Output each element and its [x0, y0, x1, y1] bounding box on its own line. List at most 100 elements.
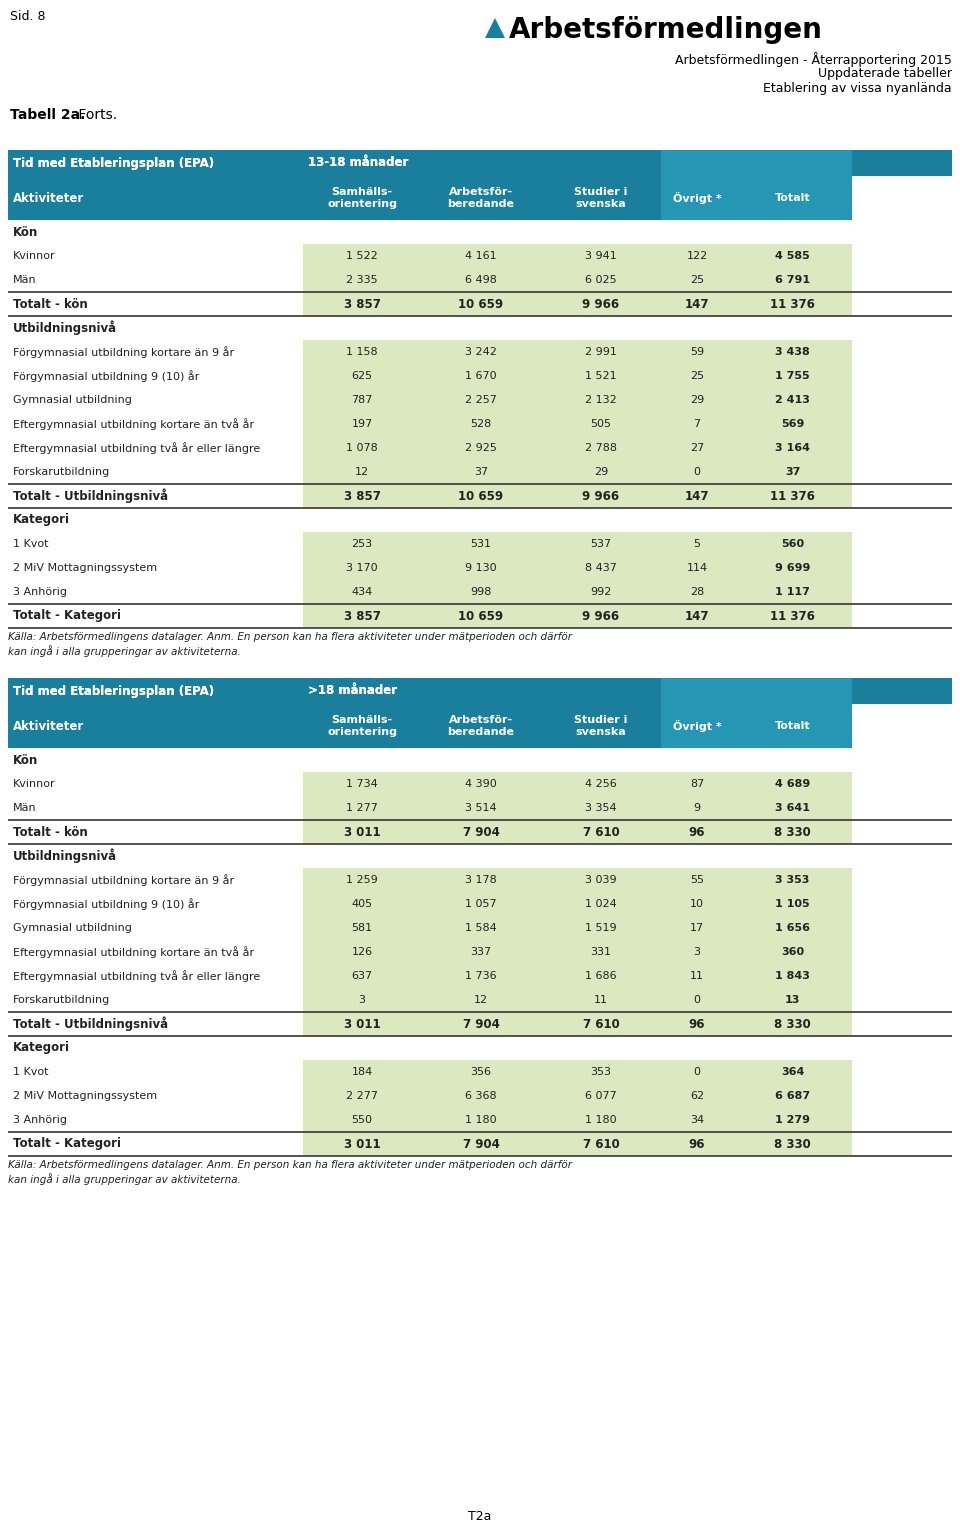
Bar	[421, 965, 541, 988]
Text: Förgymnasial utbildning kortare än 9 år: Förgymnasial utbildning kortare än 9 år	[13, 346, 234, 358]
Text: 1 277: 1 277	[346, 803, 378, 813]
Bar	[421, 915, 541, 940]
Bar	[421, 892, 541, 915]
Text: 55: 55	[690, 876, 704, 885]
Text: 11 376: 11 376	[770, 298, 815, 310]
Bar	[733, 868, 852, 892]
Bar	[661, 292, 733, 316]
Bar	[303, 1107, 421, 1132]
Text: 4 161: 4 161	[466, 250, 497, 261]
Bar	[303, 868, 421, 892]
Bar	[303, 244, 421, 267]
Text: 2 335: 2 335	[347, 275, 378, 286]
Bar	[8, 703, 303, 748]
Text: 126: 126	[351, 948, 372, 957]
Bar	[733, 1132, 852, 1157]
Bar	[8, 459, 303, 484]
Bar	[421, 1012, 541, 1035]
Text: Förgymnasial utbildning 9 (10) år: Förgymnasial utbildning 9 (10) år	[13, 370, 200, 382]
Bar	[661, 1107, 733, 1132]
Bar	[421, 267, 541, 292]
Bar	[733, 940, 852, 965]
Text: 147: 147	[684, 490, 709, 502]
Text: Eftergymnasial utbildning två år eller längre: Eftergymnasial utbildning två år eller l…	[13, 442, 260, 455]
Text: Arbetsför-
beredande: Arbetsför- beredande	[447, 187, 515, 209]
Text: Totalt - Kategori: Totalt - Kategori	[13, 1138, 121, 1150]
Bar	[541, 531, 661, 556]
Text: 6 791: 6 791	[775, 275, 810, 286]
Bar	[8, 892, 303, 915]
Text: 11 376: 11 376	[770, 490, 815, 502]
Bar	[421, 556, 541, 581]
Text: 6 687: 6 687	[775, 1091, 810, 1101]
Bar	[733, 292, 852, 316]
Text: 3 Anhörig: 3 Anhörig	[13, 1115, 67, 1124]
Text: 1 656: 1 656	[775, 923, 810, 932]
Text: 2 925: 2 925	[465, 442, 497, 453]
Bar	[303, 339, 421, 364]
Text: 3 354: 3 354	[586, 803, 617, 813]
Text: 8 330: 8 330	[774, 1017, 811, 1031]
Text: 637: 637	[351, 971, 372, 982]
Text: 2 788: 2 788	[585, 442, 617, 453]
Bar	[8, 412, 303, 436]
Polygon shape	[485, 18, 505, 38]
Text: Källa: Arbetsförmedlingens datalager. Anm. En person kan ha flera aktiviteter un: Källa: Arbetsförmedlingens datalager. An…	[8, 631, 572, 657]
Bar	[8, 1107, 303, 1132]
Bar	[733, 459, 852, 484]
Bar	[541, 988, 661, 1012]
Bar	[303, 459, 421, 484]
Bar	[541, 292, 661, 316]
Bar	[8, 748, 952, 773]
Bar	[303, 436, 421, 459]
Bar	[733, 820, 852, 843]
Text: Totalt: Totalt	[775, 194, 810, 203]
Text: 3 353: 3 353	[776, 876, 809, 885]
Bar	[303, 988, 421, 1012]
Text: >18 månader: >18 månader	[308, 685, 397, 697]
Text: Arbetsförmedlingen: Arbetsförmedlingen	[509, 15, 823, 45]
Bar	[661, 677, 733, 748]
Text: 7: 7	[693, 419, 701, 429]
Text: 1 736: 1 736	[466, 971, 497, 982]
Bar	[303, 892, 421, 915]
Text: 197: 197	[351, 419, 372, 429]
Bar	[421, 244, 541, 267]
Bar	[421, 1084, 541, 1107]
Bar	[303, 556, 421, 581]
Text: Forskarutbildning: Forskarutbildning	[13, 995, 110, 1005]
Text: 8 330: 8 330	[774, 825, 811, 839]
Bar	[303, 267, 421, 292]
Text: 1 755: 1 755	[775, 372, 810, 381]
Text: Eftergymnasial utbildning två år eller längre: Eftergymnasial utbildning två år eller l…	[13, 971, 260, 982]
Bar	[421, 988, 541, 1012]
Bar	[661, 151, 733, 220]
Bar	[8, 436, 303, 459]
Bar	[733, 915, 852, 940]
Text: 1 519: 1 519	[586, 923, 617, 932]
Bar	[733, 1060, 852, 1084]
Text: Tabell 2a.: Tabell 2a.	[10, 108, 85, 121]
Text: Förgymnasial utbildning 9 (10) år: Förgymnasial utbildning 9 (10) år	[13, 899, 200, 909]
Text: 1 024: 1 024	[586, 899, 617, 909]
Bar	[8, 244, 303, 267]
Text: Män: Män	[13, 803, 36, 813]
Text: 10: 10	[690, 899, 704, 909]
Bar	[661, 1084, 733, 1107]
Bar	[421, 412, 541, 436]
Text: 9: 9	[693, 803, 701, 813]
Text: Källa: Arbetsförmedlingens datalager. Anm. En person kan ha flera aktiviteter un: Källa: Arbetsförmedlingens datalager. An…	[8, 1160, 572, 1184]
Text: 560: 560	[780, 539, 804, 548]
Text: 34: 34	[690, 1115, 704, 1124]
Text: Tid med Etableringsplan (EPA): Tid med Etableringsplan (EPA)	[13, 685, 214, 697]
Bar	[661, 604, 733, 628]
Bar	[8, 965, 303, 988]
Bar	[8, 988, 303, 1012]
Text: 96: 96	[688, 1017, 706, 1031]
Text: 4 585: 4 585	[775, 250, 810, 261]
Text: 2 277: 2 277	[346, 1091, 378, 1101]
Bar	[421, 459, 541, 484]
Bar	[421, 339, 541, 364]
Text: 7 610: 7 610	[583, 1017, 619, 1031]
Text: 9 966: 9 966	[583, 298, 619, 310]
